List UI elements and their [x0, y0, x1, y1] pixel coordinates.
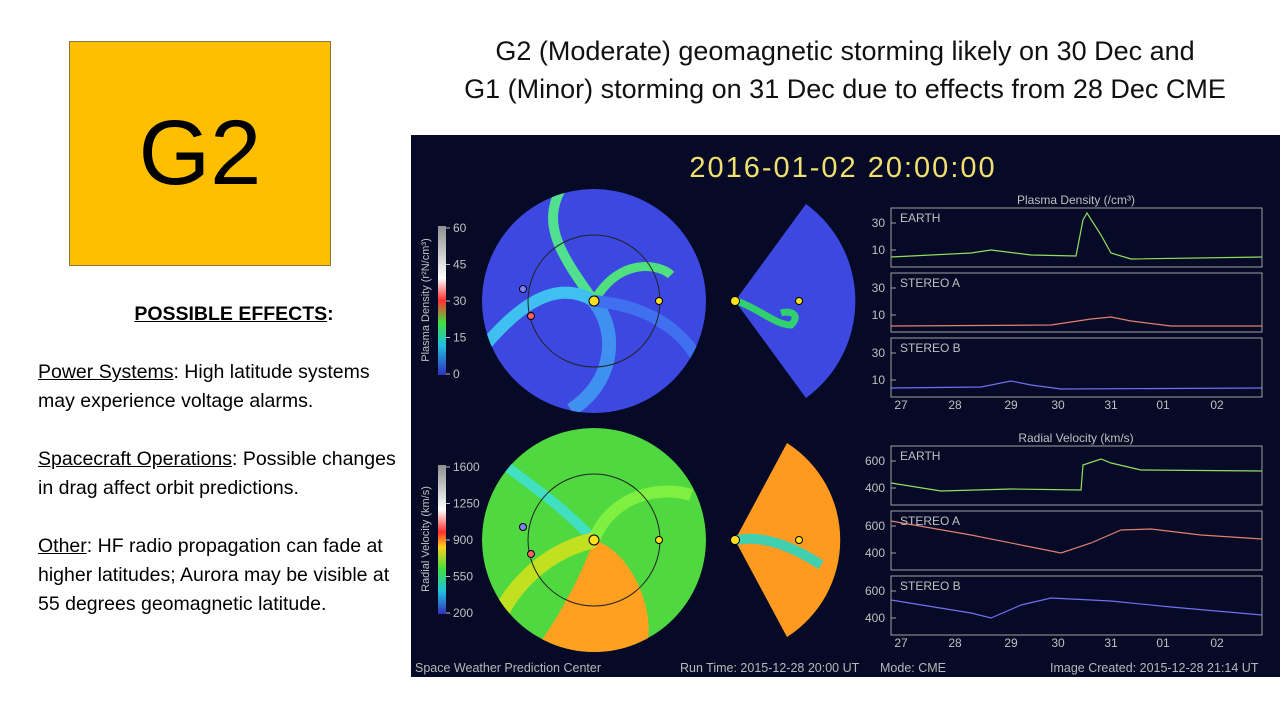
footer-text: Run Time: 2015-12-28 20:00 UT — [680, 661, 860, 675]
colorbar — [438, 465, 446, 614]
colorbar — [438, 226, 446, 375]
x-tick-label: 29 — [1004, 636, 1018, 650]
y-tick-label: 30 — [872, 281, 886, 295]
heading-text: POSSIBLE EFFECTS — [134, 303, 328, 325]
traces — [890, 211, 1263, 619]
timestamp: 2016-01-02 20:00:00 — [689, 152, 996, 184]
effect-text: : High latitude systems may experience v… — [38, 361, 370, 412]
panel-name: EARTH — [900, 211, 940, 225]
title-line: G2 (Moderate) geomagnetic storming likel… — [495, 36, 1195, 66]
y-tick-label: 30 — [872, 346, 886, 360]
y-tick-label: 10 — [872, 373, 886, 387]
colorbar-tick-label: 200 — [453, 606, 473, 620]
x-tick-label: 28 — [948, 636, 962, 650]
effect-label: Power Systems — [38, 361, 174, 383]
effect-text: : Possible changes in drag affect orbit … — [38, 448, 396, 499]
markers — [519, 285, 803, 558]
colorbar-label: Radial Velocity (km/s) — [420, 486, 432, 592]
footer-text: Image Created: 2015-12-28 21:14 UT — [1050, 661, 1259, 675]
x-tick-label: 31 — [1104, 398, 1118, 412]
x-tick-label: 02 — [1210, 636, 1224, 650]
plot-frame — [890, 510, 1263, 571]
effect-item: Spacecraft Operations: Possible changes … — [38, 445, 410, 503]
y-tick-label: 600 — [865, 584, 885, 598]
y-tick-label: 30 — [872, 216, 886, 230]
y-tick-label: 10 — [872, 243, 886, 257]
colorbar-tick-label: 1250 — [453, 497, 480, 511]
cme-density — [735, 297, 799, 329]
plot-frame — [890, 337, 1263, 398]
x-tick-label: 02 — [1210, 398, 1224, 412]
x-tick-label: 30 — [1051, 398, 1065, 412]
x-tick-label: 28 — [948, 398, 962, 412]
plot-frame — [890, 272, 1263, 333]
colorbar-label: Plasma Density (r²N/cm³) — [420, 238, 432, 361]
x-tick-label: 30 — [1051, 636, 1065, 650]
effect-label: Spacecraft Operations — [38, 448, 233, 470]
x-tick-label: 29 — [1004, 398, 1018, 412]
plot-frame — [890, 575, 1263, 636]
panel-name: STEREO A — [900, 514, 960, 528]
velocity-wedge — [735, 443, 841, 637]
model-image: 2016-01-02 20:00:00 Plasma Density (r²N/c… — [411, 135, 1280, 677]
colorbar-tick-label: 550 — [453, 570, 473, 584]
effects-list: POSSIBLE EFFECTS: Power Systems: High la… — [38, 300, 410, 648]
x-tick-label: 27 — [894, 636, 908, 650]
y-tick-label: 600 — [865, 454, 885, 468]
x-tick-label: 01 — [1156, 398, 1170, 412]
x-tick-label: 01 — [1156, 636, 1170, 650]
panel-name: EARTH — [900, 449, 940, 463]
panel-name: STEREO B — [900, 341, 961, 355]
effects-heading: POSSIBLE EFFECTS: — [58, 300, 410, 329]
title-line: G1 (Minor) storming on 31 Dec due to eff… — [464, 74, 1226, 104]
y-tick-label: 400 — [865, 481, 885, 495]
footer-text: Mode: CME — [880, 661, 946, 675]
cme-velocity — [735, 533, 824, 570]
effect-text: : HF radio propagation can fade at highe… — [38, 535, 390, 615]
y-tick-label: 400 — [865, 611, 885, 625]
plot-frame — [890, 445, 1263, 506]
colorbar-tick-label: 0 — [453, 367, 460, 381]
effect-label: Other — [38, 535, 87, 557]
y-tick-label: 600 — [865, 519, 885, 533]
colorbar-tick-label: 1600 — [453, 460, 480, 474]
footer-text: Space Weather Prediction Center — [415, 661, 601, 675]
heading-suffix: : — [327, 303, 334, 325]
effect-item: Power Systems: High latitude systems may… — [38, 358, 410, 416]
plot-title: Plasma Density (/cm³) — [1017, 193, 1135, 207]
x-tick-label: 27 — [894, 398, 908, 412]
y-tick-label: 10 — [872, 308, 886, 322]
slide-title: G2 (Moderate) geomagnetic storming likel… — [412, 32, 1278, 108]
colorbar-tick-label: 900 — [453, 533, 473, 547]
colorbar-tick-label: 30 — [453, 294, 467, 308]
y-tick-label: 400 — [865, 546, 885, 560]
colorbar-tick-label: 45 — [453, 258, 467, 272]
storm-badge: G2 — [69, 41, 331, 266]
plot-title: Radial Velocity (km/s) — [1018, 431, 1133, 445]
colorbar-tick-label: 15 — [453, 331, 467, 345]
effect-item: Other: HF radio propagation can fade at … — [38, 532, 410, 619]
panel-name: STEREO A — [900, 276, 960, 290]
plot-frame — [890, 207, 1263, 268]
x-tick-label: 31 — [1104, 636, 1118, 650]
colorbar-tick-label: 60 — [453, 221, 467, 235]
panel-name: STEREO B — [900, 579, 961, 593]
